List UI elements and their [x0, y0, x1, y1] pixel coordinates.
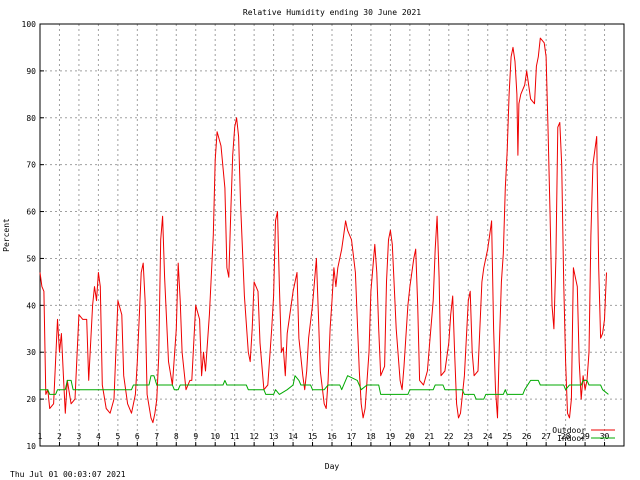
x-tick-label: 28 — [561, 432, 571, 441]
x-tick-label: 16 — [327, 432, 337, 441]
x-tick-label: 21 — [425, 432, 435, 441]
x-tick-label: 15 — [308, 432, 318, 441]
series-line-indoor — [40, 375, 609, 400]
x-tick-label: 19 — [386, 432, 396, 441]
x-tick-label: 9 — [193, 432, 198, 441]
x-tick-label: 2 — [57, 432, 62, 441]
y-tick-label: 60 — [26, 208, 36, 217]
x-tick-label: 26 — [522, 432, 532, 441]
x-tick-label: 7 — [154, 432, 159, 441]
y-tick-label: 50 — [26, 254, 36, 263]
x-tick-label: 20 — [405, 432, 415, 441]
legend-label-indoor: Indoor — [557, 434, 586, 443]
x-tick-label: 24 — [483, 432, 493, 441]
y-tick-label: 100 — [22, 20, 37, 29]
x-tick-label: 5 — [115, 432, 120, 441]
x-axis-label: Day — [325, 462, 340, 471]
x-tick-label: 8 — [174, 432, 179, 441]
x-tick-label: 18 — [366, 432, 376, 441]
x-tick-label: 23 — [463, 432, 473, 441]
x-tick-label: 29 — [580, 432, 590, 441]
x-tick-label: 11 — [230, 432, 240, 441]
x-tick-label: 13 — [269, 432, 279, 441]
x-tick-label: 10 — [210, 432, 220, 441]
generated-timestamp: Thu Jul 01 00:03:07 2021 — [10, 470, 126, 479]
x-tick-label: 25 — [502, 432, 512, 441]
y-axis-label: Percent — [2, 218, 11, 252]
y-tick-label: 40 — [26, 301, 36, 310]
series-lines — [39, 37, 609, 424]
x-tick-label: 14 — [288, 432, 298, 441]
x-tick-label: 4 — [96, 432, 101, 441]
x-tick-label: 17 — [347, 432, 357, 441]
y-tick-label: 90 — [26, 67, 36, 76]
x-tick-label: 22 — [444, 432, 454, 441]
legend: Outdoor Indoor — [552, 426, 615, 443]
legend-label-outdoor: Outdoor — [552, 426, 586, 435]
x-tick-label: 12 — [249, 432, 259, 441]
x-tick-label: 3 — [77, 432, 82, 441]
chart-title: Relative Humidity ending 30 June 2021 — [243, 8, 421, 17]
x-tick-label: 1 — [38, 432, 43, 441]
x-tick-label: 30 — [600, 432, 610, 441]
series-line-outdoor — [39, 37, 607, 424]
y-tick-label: 10 — [26, 442, 36, 451]
y-tick-label: 30 — [26, 348, 36, 357]
x-tick-label: 27 — [541, 432, 551, 441]
y-tick-label: 80 — [26, 114, 36, 123]
y-tick-label: 70 — [26, 161, 36, 170]
y-tick-label: 20 — [26, 395, 36, 404]
x-tick-label: 6 — [135, 432, 140, 441]
